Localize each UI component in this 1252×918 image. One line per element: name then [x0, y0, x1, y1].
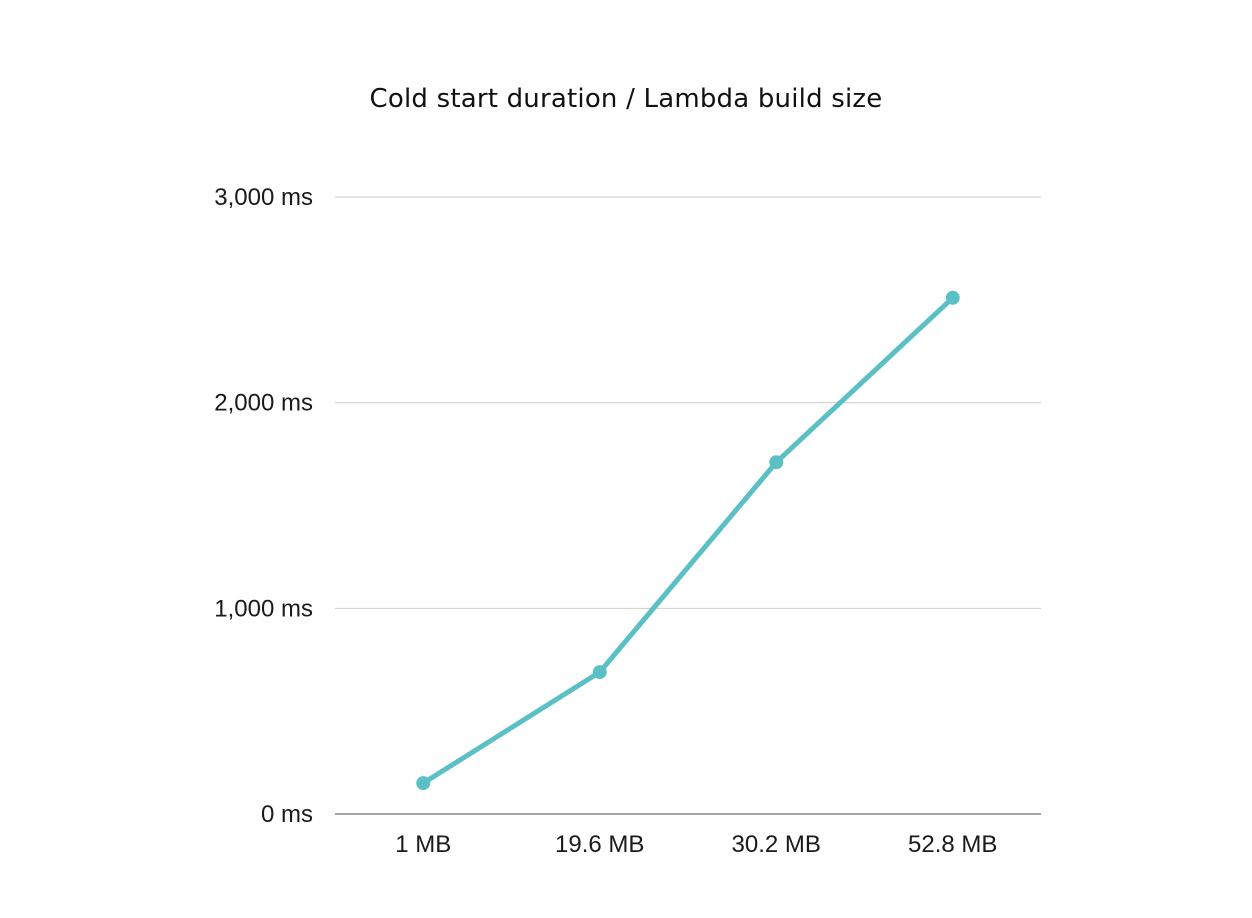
x-axis-tick-labels: 1 MB 19.6 MB 30.2 MB 52.8 MB	[395, 831, 997, 858]
x-tick-label: 52.8 MB	[908, 831, 997, 858]
y-tick-label: 2,000 ms	[214, 390, 313, 417]
data-point	[592, 665, 607, 680]
y-tick-label: 0 ms	[261, 801, 313, 828]
y-tick-label: 3,000 ms	[214, 184, 313, 211]
y-tick-label: 1,000 ms	[214, 595, 313, 622]
data-point	[769, 455, 784, 470]
series-line	[420, 295, 956, 786]
x-tick-label: 30.2 MB	[732, 831, 821, 858]
series	[416, 290, 960, 791]
chart-title: Cold start duration / Lambda build size	[369, 84, 883, 114]
y-axis-tick-labels: 0 ms 1,000 ms 2,000 ms 3,000 ms	[214, 184, 313, 828]
data-point	[945, 290, 960, 305]
data-point	[416, 776, 431, 791]
grid-lines	[335, 196, 1041, 815]
x-tick-label: 19.6 MB	[555, 831, 644, 858]
x-tick-label: 1 MB	[395, 831, 451, 858]
